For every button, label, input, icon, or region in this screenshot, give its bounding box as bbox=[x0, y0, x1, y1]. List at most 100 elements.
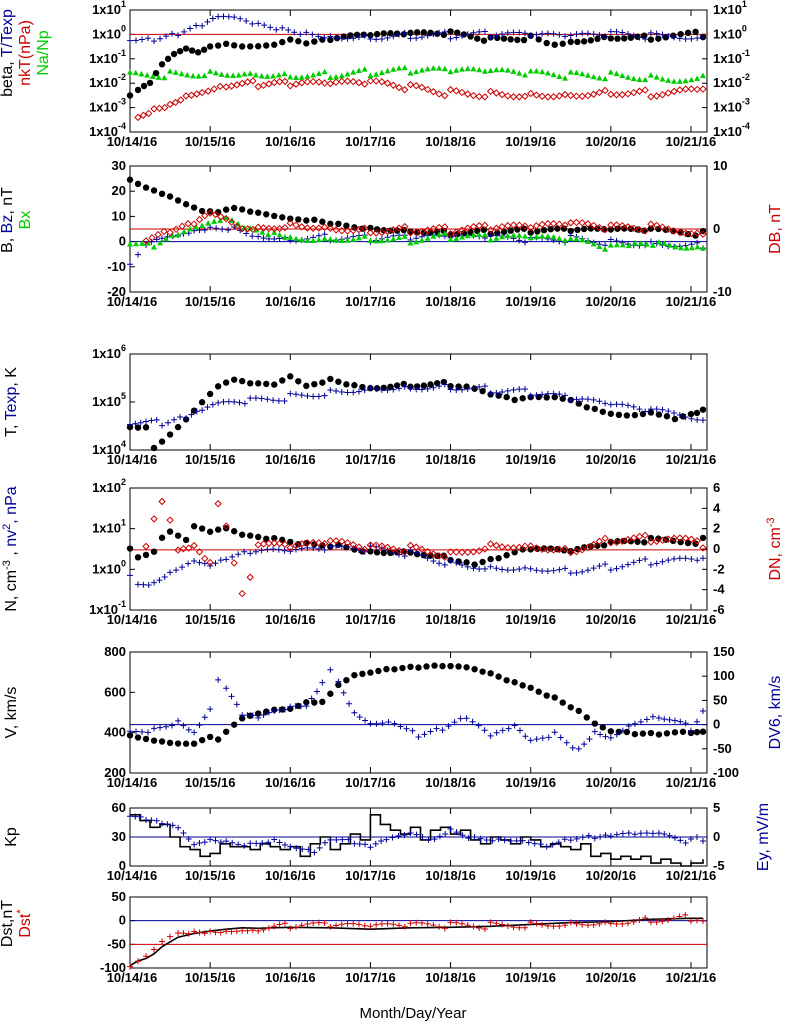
data-point bbox=[647, 72, 654, 78]
data-point bbox=[642, 555, 649, 562]
data-point bbox=[153, 817, 160, 824]
data-point bbox=[539, 921, 546, 928]
data-point bbox=[303, 382, 310, 390]
data-point bbox=[527, 33, 534, 40]
data-point bbox=[134, 86, 142, 94]
x-tick-label: 10/16/16 bbox=[265, 868, 316, 883]
data-point bbox=[407, 385, 414, 392]
data-point bbox=[195, 215, 204, 224]
data-point bbox=[643, 716, 650, 723]
data-point bbox=[191, 928, 198, 935]
data-point bbox=[430, 922, 437, 929]
data-point bbox=[198, 736, 206, 744]
data-point bbox=[281, 234, 288, 240]
data-point bbox=[320, 223, 329, 231]
data-point bbox=[641, 86, 649, 94]
data-point bbox=[225, 227, 232, 234]
data-point bbox=[303, 40, 310, 47]
data-point bbox=[562, 392, 569, 399]
data-point bbox=[607, 734, 614, 741]
data-point bbox=[619, 72, 626, 78]
data-point bbox=[161, 574, 168, 581]
data-point bbox=[424, 920, 431, 927]
data-point bbox=[533, 31, 540, 38]
data-point bbox=[209, 15, 216, 22]
data-point bbox=[237, 15, 244, 22]
data-point bbox=[574, 38, 581, 46]
data-point bbox=[169, 30, 176, 37]
data-point bbox=[607, 410, 615, 417]
data-point bbox=[333, 73, 340, 80]
data-point bbox=[567, 38, 574, 46]
y-right-tick-label: 10 bbox=[713, 158, 727, 173]
y-tick-label: 1x10-3 bbox=[89, 97, 126, 115]
series-nv2 bbox=[127, 542, 706, 589]
series-t bbox=[126, 373, 707, 452]
data-point bbox=[243, 230, 250, 237]
data-point bbox=[320, 539, 329, 548]
data-point bbox=[665, 408, 672, 415]
data-point bbox=[298, 79, 306, 87]
data-point bbox=[362, 841, 369, 848]
y-tick-label: 60 bbox=[112, 800, 126, 815]
data-point bbox=[217, 213, 225, 221]
y-right-tick-label: 6 bbox=[713, 480, 720, 495]
x-axis-title: Month/Day/Year bbox=[359, 1005, 466, 1022]
data-point bbox=[607, 226, 615, 233]
data-point bbox=[361, 66, 368, 72]
data-point bbox=[591, 405, 599, 413]
data-point bbox=[692, 540, 699, 547]
data-point bbox=[584, 30, 591, 37]
data-point bbox=[440, 31, 448, 39]
data-point bbox=[188, 47, 196, 54]
data-point bbox=[637, 240, 644, 246]
x-tick-label: 10/19/16 bbox=[505, 970, 556, 985]
data-point bbox=[613, 565, 620, 572]
data-point bbox=[204, 18, 211, 25]
data-point bbox=[182, 45, 190, 52]
data-point bbox=[562, 33, 569, 40]
data-point bbox=[547, 545, 554, 552]
data-point bbox=[643, 241, 650, 247]
data-point bbox=[315, 78, 323, 86]
data-point bbox=[421, 731, 428, 738]
data-point bbox=[183, 415, 190, 422]
data-point bbox=[292, 541, 300, 550]
data-point bbox=[193, 22, 200, 29]
data-point bbox=[493, 32, 500, 39]
data-point bbox=[532, 544, 541, 552]
data-point bbox=[146, 79, 154, 87]
data-point bbox=[533, 233, 540, 240]
data-point bbox=[544, 390, 551, 397]
data-point bbox=[688, 76, 695, 83]
data-point bbox=[224, 72, 231, 78]
data-point bbox=[503, 552, 510, 559]
data-point bbox=[222, 379, 230, 386]
plot-frame bbox=[129, 651, 708, 774]
data-point bbox=[378, 920, 385, 927]
data-point bbox=[574, 226, 581, 234]
data-point bbox=[550, 390, 557, 397]
data-point bbox=[211, 210, 220, 219]
data-point bbox=[212, 929, 219, 936]
data-point bbox=[431, 836, 438, 843]
data-point bbox=[509, 544, 518, 552]
data-point bbox=[470, 65, 477, 72]
data-point bbox=[271, 41, 278, 48]
data-point bbox=[584, 543, 592, 552]
data-point bbox=[343, 77, 352, 85]
data-point bbox=[521, 30, 528, 37]
data-point bbox=[647, 220, 655, 228]
data-point bbox=[276, 707, 283, 714]
data-point bbox=[206, 733, 214, 741]
data-point bbox=[504, 221, 512, 230]
data-point bbox=[247, 70, 254, 76]
data-point bbox=[230, 72, 237, 79]
data-point bbox=[281, 706, 288, 713]
data-point bbox=[590, 565, 597, 572]
data-point bbox=[191, 558, 198, 565]
data-point bbox=[618, 537, 626, 545]
data-point bbox=[647, 534, 655, 542]
data-point bbox=[238, 377, 246, 385]
data-point bbox=[630, 534, 638, 542]
